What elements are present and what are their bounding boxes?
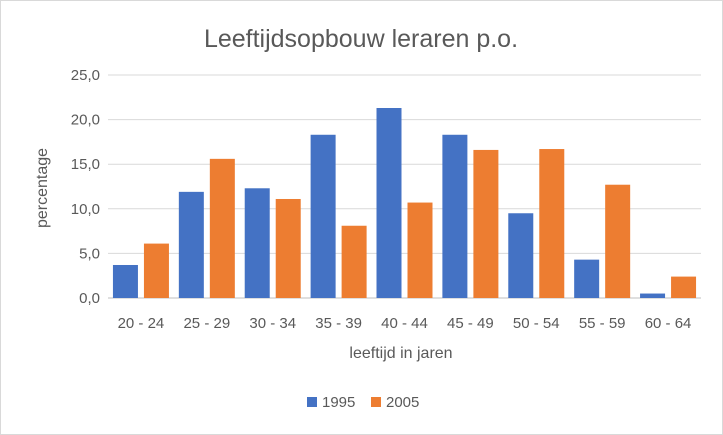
x-tick-label: 25 - 29 bbox=[183, 315, 230, 332]
x-axis-ticks: 20 - 24 25 - 29 30 - 34 35 - 39 40 - 44 45 - … bbox=[118, 315, 692, 332]
y-tick-label: 25,0 bbox=[71, 67, 100, 84]
gridlines bbox=[108, 74, 701, 299]
x-tick-label: 60 - 64 bbox=[645, 315, 692, 332]
bar-1995-7 bbox=[574, 259, 600, 298]
bar-2005-7 bbox=[605, 184, 631, 298]
bar-2005-6 bbox=[539, 149, 565, 298]
y-tick-label: 0,0 bbox=[79, 290, 100, 307]
bar-2005-4 bbox=[407, 202, 433, 298]
bar-2005-0 bbox=[143, 243, 169, 298]
x-tick-label: 30 - 34 bbox=[249, 315, 296, 332]
x-tick-label: 40 - 44 bbox=[381, 315, 428, 332]
bar-1995-6 bbox=[508, 213, 534, 298]
x-tick-label: 50 - 54 bbox=[513, 315, 560, 332]
bar-1995-8 bbox=[640, 293, 666, 298]
bars bbox=[112, 108, 697, 298]
y-tick-label: 15,0 bbox=[71, 156, 100, 173]
x-tick-label: 55 - 59 bbox=[579, 315, 626, 332]
bar-2005-1 bbox=[209, 158, 235, 298]
legend-label: 2005 bbox=[386, 394, 419, 411]
y-axis-label: percentage bbox=[34, 148, 51, 228]
x-tick-label: 20 - 24 bbox=[118, 315, 165, 332]
bar-2005-3 bbox=[341, 225, 367, 298]
legend-swatch bbox=[371, 397, 381, 407]
bar-2005-5 bbox=[473, 149, 499, 298]
bar-2005-8 bbox=[671, 276, 697, 298]
x-axis-label: leeftijd in jaren bbox=[349, 345, 452, 362]
bar-2005-2 bbox=[275, 198, 301, 298]
x-tick-label: 35 - 39 bbox=[315, 315, 362, 332]
bar-1995-4 bbox=[376, 108, 402, 298]
y-tick-label: 10,0 bbox=[71, 201, 100, 218]
bar-1995-2 bbox=[244, 188, 270, 298]
x-tick-label: 45 - 49 bbox=[447, 315, 494, 332]
bar-1995-3 bbox=[310, 134, 336, 298]
y-tick-label: 5,0 bbox=[79, 245, 100, 262]
chart-title: Leeftijdsopbouw leraren p.o. bbox=[204, 25, 518, 53]
legend: 1995 2005 bbox=[307, 394, 419, 411]
bar-1995-5 bbox=[442, 134, 468, 298]
bar-1995-0 bbox=[112, 264, 138, 298]
bar-1995-1 bbox=[178, 191, 204, 298]
y-axis-ticks: 0,0 5,0 10,0 15,0 20,0 25,0 bbox=[71, 67, 100, 307]
legend-swatch bbox=[307, 397, 317, 407]
y-tick-label: 20,0 bbox=[71, 112, 100, 129]
legend-label: 1995 bbox=[322, 394, 355, 411]
